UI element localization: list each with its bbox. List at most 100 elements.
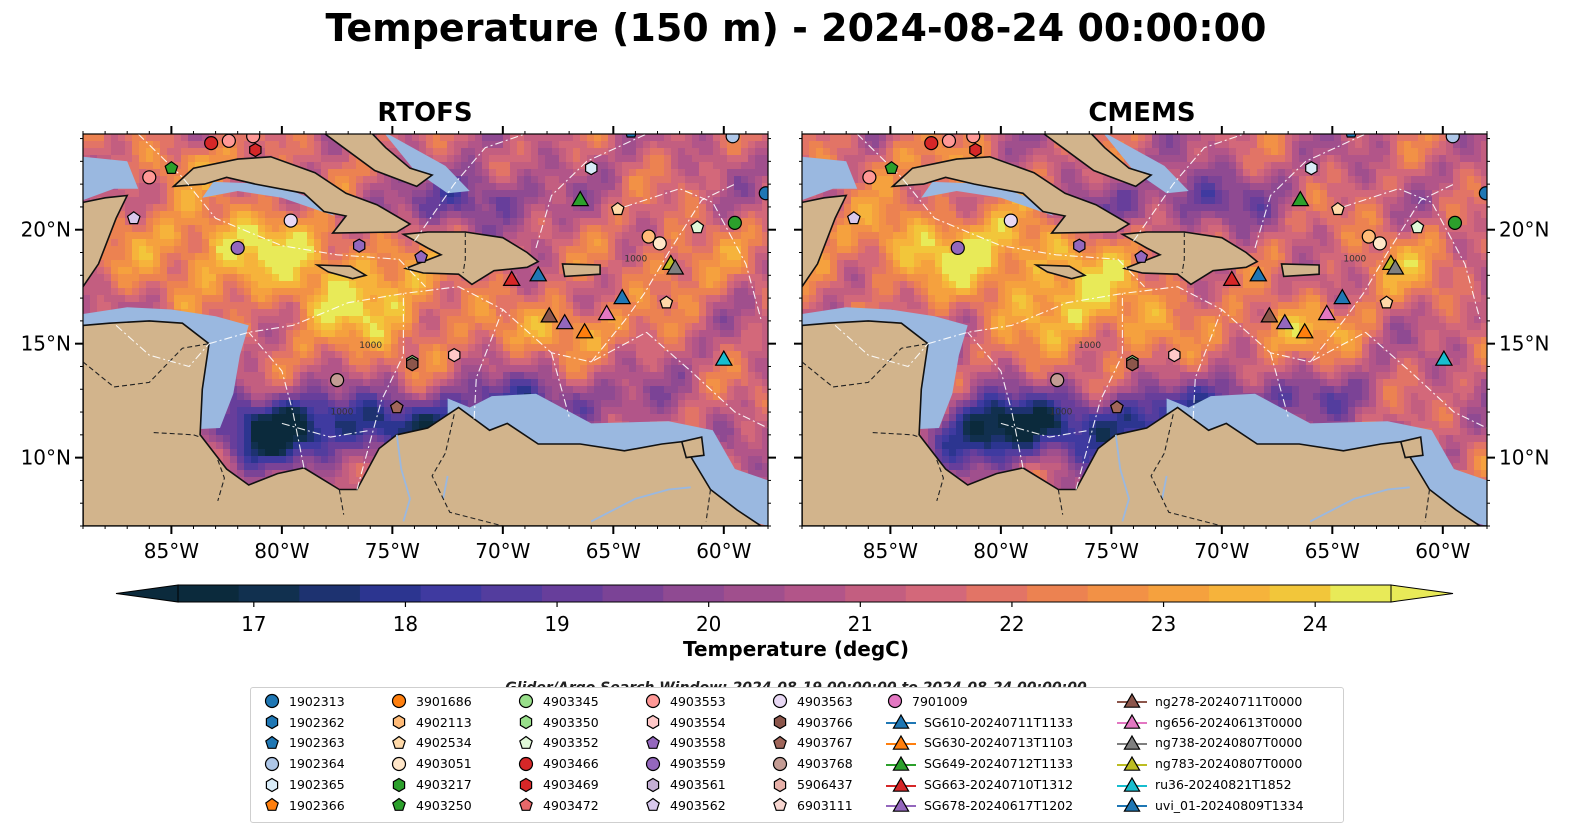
legend-item-label: 3901686 bbox=[416, 693, 472, 709]
land bbox=[314, 264, 368, 280]
legend-marker-icon bbox=[264, 694, 280, 709]
legend-triangle-icon bbox=[892, 776, 910, 792]
legend-item: 4903466 bbox=[517, 753, 599, 774]
legend-marker-icon bbox=[645, 756, 661, 771]
observation-marker bbox=[1372, 236, 1387, 251]
country-border bbox=[153, 432, 201, 438]
observation-marker bbox=[389, 400, 404, 414]
observation-marker bbox=[884, 160, 899, 174]
colorbar-tick-label: 19 bbox=[544, 612, 569, 636]
land bbox=[680, 436, 705, 459]
legend-item-label: 4903350 bbox=[543, 714, 599, 730]
legend-item-label: 1902362 bbox=[289, 714, 345, 730]
observation-marker bbox=[1361, 229, 1376, 244]
eez-boundary bbox=[624, 188, 762, 322]
country-border bbox=[936, 459, 944, 502]
land bbox=[1119, 231, 1259, 286]
observation-marker bbox=[1168, 347, 1181, 363]
legend-item: 4902534 bbox=[390, 733, 472, 754]
shallow-shelf bbox=[385, 134, 470, 194]
glider-marker bbox=[613, 288, 632, 305]
isobath-label: 1000 bbox=[359, 341, 382, 351]
legend-circle-icon bbox=[518, 756, 534, 771]
colorbar-segment bbox=[541, 585, 604, 602]
legend-item: ng783-20240807T0000 bbox=[1117, 753, 1304, 774]
legend-marker-icon bbox=[773, 798, 787, 812]
legend-hexagon-icon bbox=[519, 714, 533, 730]
colorbar-extend-high bbox=[1390, 584, 1454, 603]
legend-item: 5906437 bbox=[771, 774, 853, 795]
colorbar-segment bbox=[1330, 585, 1392, 602]
isobath-label: 1000 bbox=[1049, 407, 1072, 417]
legend-item-label: uvi_01-20240809T1334 bbox=[1155, 797, 1304, 813]
legend-item: 4903559 bbox=[644, 753, 726, 774]
legend-marker-icon bbox=[265, 777, 279, 792]
legend-item: 4903563 bbox=[771, 691, 853, 712]
legend-item: 4903352 bbox=[517, 733, 599, 754]
legend-circle-icon bbox=[518, 694, 534, 709]
legend-item: 6903111 bbox=[771, 795, 853, 816]
glider-marker bbox=[1222, 270, 1241, 286]
colorbar-segment bbox=[1269, 585, 1331, 602]
legend-marker-icon bbox=[1117, 734, 1147, 750]
legend-marker-icon bbox=[1117, 693, 1147, 709]
colorbar-segment bbox=[1148, 585, 1210, 602]
legend-marker-icon bbox=[392, 777, 406, 792]
land bbox=[400, 231, 540, 286]
legend-circle-icon bbox=[772, 756, 788, 771]
colorbar-tick-label: 23 bbox=[1151, 612, 1176, 636]
observation-marker bbox=[1410, 220, 1425, 234]
legend-pentagon-icon bbox=[392, 798, 406, 812]
glider-marker bbox=[1317, 304, 1336, 321]
legend-item: 1902364 bbox=[263, 753, 345, 774]
legend-column: 4903553 4903554 4903558 4903559 4903561 49035… bbox=[644, 691, 726, 816]
legend-column: 4903563 4903766 4903767 4903768 5906437 69031… bbox=[771, 691, 853, 816]
observation-marker bbox=[353, 238, 366, 253]
land bbox=[323, 134, 434, 188]
observation-marker bbox=[1379, 295, 1394, 309]
observation-marker bbox=[246, 134, 261, 144]
colorbar-segment bbox=[1027, 585, 1089, 602]
cmems-markers bbox=[846, 134, 1487, 414]
legend-item: ru36-20240821T1852 bbox=[1117, 774, 1304, 795]
legend-item-label: 4903768 bbox=[797, 756, 853, 772]
shallow-shelf bbox=[802, 156, 858, 201]
legend-item: 4903558 bbox=[644, 733, 726, 754]
legend-item-label: 4903559 bbox=[670, 756, 726, 772]
shallow-shelf bbox=[83, 156, 139, 201]
isobath-label: 1000 bbox=[1078, 341, 1101, 351]
land bbox=[1399, 436, 1424, 459]
lat-tick-label: 15°N bbox=[1499, 332, 1549, 356]
glider-marker bbox=[1291, 190, 1310, 207]
legend-circle-icon bbox=[264, 694, 280, 709]
legend-hexagon-icon bbox=[392, 714, 406, 730]
legend-circle-icon bbox=[645, 756, 661, 771]
eez-boundary bbox=[927, 286, 1366, 363]
legend-item-label: 4903554 bbox=[670, 714, 726, 730]
legend-pentagon-icon bbox=[773, 735, 787, 749]
cmems-map: 1000 1000 1000 85°W 80°W 75°W 70°W 65°W 60°W 20°N… bbox=[794, 126, 1549, 563]
eez-boundary bbox=[208, 286, 647, 363]
legend-column: 7901009 SG610-20240711T1133 SG630-20240713… bbox=[886, 691, 1073, 816]
legend-marker-icon bbox=[773, 735, 787, 749]
legend-marker-icon bbox=[646, 714, 660, 730]
observation-marker bbox=[1445, 134, 1460, 144]
glider-marker bbox=[1260, 306, 1279, 323]
legend-marker-icon bbox=[886, 797, 916, 813]
colorbar-segment bbox=[602, 585, 664, 602]
legend-marker-icon bbox=[645, 694, 661, 709]
glider-marker bbox=[1249, 265, 1268, 282]
glider-marker bbox=[1386, 258, 1405, 275]
colorbar-extend-low bbox=[115, 584, 179, 603]
legend-triangle-icon bbox=[892, 755, 910, 771]
legend-hexagon-icon bbox=[646, 777, 660, 792]
eez-boundary bbox=[1254, 134, 1366, 249]
land bbox=[83, 194, 129, 289]
legend-item: 4903766 bbox=[771, 712, 853, 733]
legend-marker-icon bbox=[265, 798, 279, 812]
legend-column: 3901686 4902113 4902534 4903051 4903217 49032… bbox=[390, 691, 472, 816]
colorbar-segment bbox=[359, 585, 422, 602]
legend-circle-icon bbox=[391, 694, 407, 709]
